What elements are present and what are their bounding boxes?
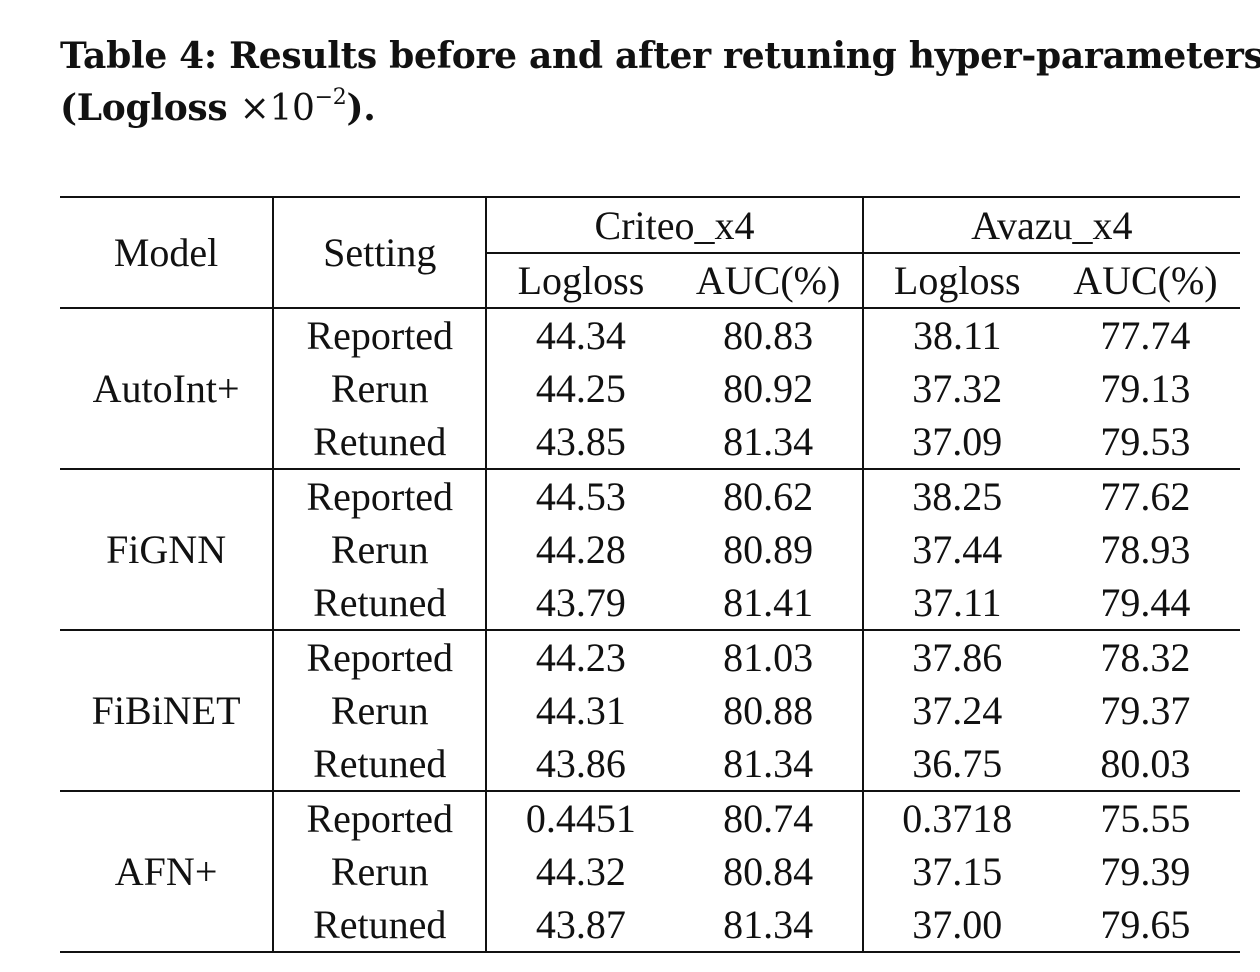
header-model: Model bbox=[60, 196, 274, 309]
table-row: Rerun 44.31 80.88 37.24 79.37 bbox=[60, 684, 1240, 737]
value-cell: 43.86 bbox=[485, 737, 675, 791]
model-name: AFN+ bbox=[60, 790, 274, 953]
caption-prefix: (Logloss bbox=[60, 87, 240, 129]
value-cell: 77.74 bbox=[1100, 313, 1191, 358]
value-cell: 44.28 bbox=[485, 523, 675, 576]
setting-cell: Retuned bbox=[272, 415, 487, 469]
value-cell: 80.89 bbox=[723, 527, 814, 572]
value-cell: 43.85 bbox=[485, 415, 675, 469]
value-cell: 81.41 bbox=[723, 580, 814, 625]
setting-cell: Rerun bbox=[272, 523, 487, 576]
value-cell: 37.24 bbox=[861, 684, 1051, 737]
table-row: Rerun 44.25 80.92 37.32 79.13 bbox=[60, 362, 1240, 415]
header-metric: Logloss bbox=[485, 253, 675, 309]
value-cell: 37.00 bbox=[861, 898, 1051, 953]
table-row: AutoInt+ Reported 44.34 80.83 38.11 77.74 bbox=[60, 308, 1240, 411]
table-body: AutoInt+ Reported 44.34 80.83 38.11 77.74 Reru… bbox=[60, 308, 1240, 953]
value-cell: 81.03 bbox=[674, 629, 863, 684]
value-cell: 80.88 bbox=[723, 688, 814, 733]
value-cell: 44.23 bbox=[485, 629, 675, 684]
value-cell: 44.32 bbox=[485, 845, 675, 898]
value-cell: 79.13 bbox=[1100, 366, 1191, 411]
setting-cell: Rerun bbox=[272, 362, 487, 415]
table-row: Retuned 43.86 81.34 36.75 80.03 bbox=[60, 737, 1240, 791]
setting-cell: Reported bbox=[272, 468, 487, 523]
value-cell: 80.92 bbox=[723, 366, 814, 411]
table-row: Retuned 43.79 81.41 37.11 79.44 bbox=[60, 576, 1240, 630]
table-row: AFN+ Reported 0.4451 80.74 0.3718 75.55 bbox=[60, 790, 1240, 953]
value-cell: 79.53 bbox=[1100, 419, 1191, 464]
header-setting: Setting bbox=[272, 196, 487, 309]
value-cell: 77.62 bbox=[1050, 468, 1240, 523]
value-cell: 79.39 bbox=[1100, 849, 1191, 894]
value-cell: 80.74 bbox=[674, 790, 863, 845]
value-cell: 79.44 bbox=[1100, 580, 1191, 625]
value-cell: 78.32 bbox=[1050, 629, 1240, 684]
table-row: FiGNN Reported 44.53 80.62 38.25 77.62 bbox=[60, 468, 1240, 630]
caption-suffix: ). bbox=[346, 87, 376, 129]
header-metric: AUC(%) bbox=[674, 253, 863, 309]
value-cell: 79.65 bbox=[1050, 898, 1240, 953]
value-cell: 37.86 bbox=[861, 629, 1051, 684]
table-row: FiBiNET Reported 44.23 81.03 37.86 78.32 bbox=[60, 629, 1240, 791]
value-cell: 37.44 bbox=[861, 523, 1051, 576]
setting-cell: Retuned bbox=[272, 898, 487, 953]
value-cell: 44.53 bbox=[485, 468, 675, 523]
value-cell: 44.25 bbox=[485, 362, 675, 415]
header-metric: Logloss bbox=[861, 253, 1051, 309]
value-cell: 44.34 bbox=[485, 308, 675, 362]
setting-cell: Reported bbox=[272, 308, 487, 362]
value-cell: 43.79 bbox=[485, 576, 675, 630]
value-cell: 81.34 bbox=[723, 741, 814, 786]
table-row: Retuned 43.85 81.34 37.09 79.53 bbox=[60, 415, 1240, 469]
setting-cell: Retuned bbox=[272, 576, 487, 630]
table-row: Rerun 44.28 80.89 37.44 78.93 bbox=[60, 523, 1240, 576]
value-cell: 38.25 bbox=[861, 468, 1051, 523]
caption-line-2: (Logloss ×10−2). bbox=[60, 82, 1250, 135]
table-caption: Table 4: Results before and after retuni… bbox=[60, 30, 1260, 135]
value-cell: 79.37 bbox=[1100, 688, 1191, 733]
value-cell: 80.03 bbox=[1100, 741, 1191, 786]
setting-cell: Reported bbox=[272, 629, 487, 684]
results-table: Model Setting Criteo_x4 Avazu_x4 Logloss… bbox=[60, 196, 1240, 953]
value-cell: 37.15 bbox=[861, 845, 1051, 898]
value-cell: 78.93 bbox=[1100, 527, 1191, 572]
model-name: FiBiNET bbox=[60, 629, 274, 791]
setting-cell: Retuned bbox=[272, 737, 487, 791]
value-cell: 44.31 bbox=[485, 684, 675, 737]
model-name: AutoInt+ bbox=[92, 366, 240, 411]
table-row: Rerun 44.32 80.84 37.15 79.39 bbox=[60, 845, 1240, 898]
value-cell: 81.34 bbox=[723, 419, 814, 464]
value-cell: 75.55 bbox=[1050, 790, 1240, 845]
model-name: FiGNN bbox=[60, 468, 274, 630]
header-dataset-criteo: Criteo_x4 bbox=[485, 196, 863, 254]
value-cell: 37.32 bbox=[861, 362, 1051, 415]
value-cell: 43.87 bbox=[485, 898, 675, 953]
header-metric: AUC(%) bbox=[1050, 253, 1240, 309]
value-cell: 80.62 bbox=[674, 468, 863, 523]
setting-cell: Rerun bbox=[272, 684, 487, 737]
table-row: Retuned 43.87 81.34 37.00 79.65 bbox=[60, 898, 1240, 953]
caption-line-1: Table 4: Results before and after retuni… bbox=[60, 35, 1260, 77]
value-cell: 0.4451 bbox=[485, 790, 675, 845]
value-cell: 80.84 bbox=[723, 849, 814, 894]
header-dataset-avazu: Avazu_x4 bbox=[861, 196, 1240, 254]
caption-multiplier: ×10 bbox=[239, 88, 315, 129]
caption-exponent: −2 bbox=[314, 85, 347, 110]
value-cell: 38.11 bbox=[861, 308, 1051, 362]
value-cell: 37.09 bbox=[861, 415, 1051, 469]
value-cell: 0.3718 bbox=[861, 790, 1051, 845]
value-cell: 36.75 bbox=[861, 737, 1051, 791]
setting-cell: Rerun bbox=[272, 845, 487, 898]
setting-cell: Reported bbox=[272, 790, 487, 845]
value-cell: 80.83 bbox=[723, 313, 814, 358]
value-cell: 37.11 bbox=[861, 576, 1051, 630]
value-cell: 81.34 bbox=[674, 898, 863, 953]
